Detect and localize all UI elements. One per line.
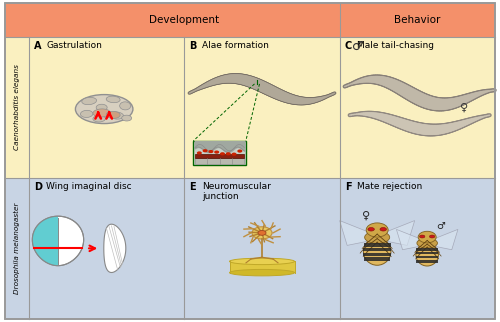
Text: B: B: [190, 41, 196, 51]
Circle shape: [418, 231, 436, 243]
Ellipse shape: [122, 115, 132, 121]
Bar: [5, 178, 495, 319]
Bar: [364, 252, 391, 256]
Bar: [5, 37, 495, 178]
Circle shape: [238, 149, 242, 153]
Text: Gastrulation: Gastrulation: [46, 41, 102, 50]
Circle shape: [208, 150, 214, 153]
Ellipse shape: [93, 116, 106, 122]
Polygon shape: [32, 216, 84, 266]
Bar: [416, 256, 438, 259]
Ellipse shape: [368, 228, 374, 231]
Ellipse shape: [364, 238, 391, 265]
Ellipse shape: [120, 102, 130, 110]
Ellipse shape: [258, 231, 266, 235]
Polygon shape: [32, 216, 58, 266]
Ellipse shape: [76, 95, 133, 124]
Text: Alae formation: Alae formation: [202, 41, 268, 50]
Circle shape: [226, 152, 231, 156]
Text: E: E: [190, 182, 196, 192]
Text: D: D: [34, 182, 42, 192]
Text: Development: Development: [150, 15, 220, 25]
Ellipse shape: [430, 235, 435, 238]
Text: Caenorhabditis elegans: Caenorhabditis elegans: [14, 64, 20, 150]
Bar: [194, 141, 246, 165]
Text: F: F: [344, 182, 352, 192]
Bar: [416, 248, 438, 251]
Bar: [416, 251, 438, 254]
Text: Wing imaginal disc: Wing imaginal disc: [46, 182, 132, 191]
Circle shape: [220, 152, 225, 156]
Circle shape: [232, 153, 236, 156]
Text: Behavior: Behavior: [394, 15, 440, 25]
Ellipse shape: [96, 104, 107, 111]
Circle shape: [214, 150, 219, 154]
Bar: [195, 158, 244, 164]
Bar: [416, 260, 438, 262]
Polygon shape: [396, 229, 423, 250]
Text: ♀: ♀: [362, 211, 370, 221]
Ellipse shape: [106, 96, 120, 103]
Bar: [364, 258, 390, 261]
Bar: [195, 154, 244, 158]
Bar: [230, 261, 294, 273]
Bar: [364, 243, 390, 247]
Ellipse shape: [230, 258, 294, 265]
Bar: [5, 3, 495, 37]
Bar: [364, 248, 391, 251]
Circle shape: [202, 149, 207, 152]
Text: A: A: [34, 41, 42, 51]
Text: ♂: ♂: [436, 221, 445, 231]
Ellipse shape: [82, 97, 96, 105]
Ellipse shape: [110, 112, 124, 119]
Text: Male tail-chasing: Male tail-chasing: [357, 41, 434, 50]
Circle shape: [197, 151, 202, 155]
Circle shape: [366, 223, 388, 237]
Text: Neuromuscular
junction: Neuromuscular junction: [202, 182, 270, 201]
Text: ♀: ♀: [460, 103, 468, 113]
Text: Drosophila melanogaster: Drosophila melanogaster: [14, 203, 20, 294]
Polygon shape: [340, 221, 372, 245]
Ellipse shape: [106, 111, 120, 118]
Text: Mate rejection: Mate rejection: [357, 182, 422, 191]
Ellipse shape: [80, 110, 93, 118]
Ellipse shape: [420, 235, 425, 238]
Ellipse shape: [230, 270, 294, 276]
Polygon shape: [382, 221, 414, 245]
Ellipse shape: [416, 243, 438, 266]
Ellipse shape: [417, 238, 438, 248]
Ellipse shape: [380, 228, 386, 231]
Polygon shape: [432, 229, 458, 250]
Ellipse shape: [93, 109, 110, 117]
Text: C: C: [344, 41, 352, 51]
Polygon shape: [104, 224, 126, 272]
Text: ♂: ♂: [352, 40, 364, 53]
Ellipse shape: [252, 227, 272, 239]
Ellipse shape: [364, 231, 390, 243]
